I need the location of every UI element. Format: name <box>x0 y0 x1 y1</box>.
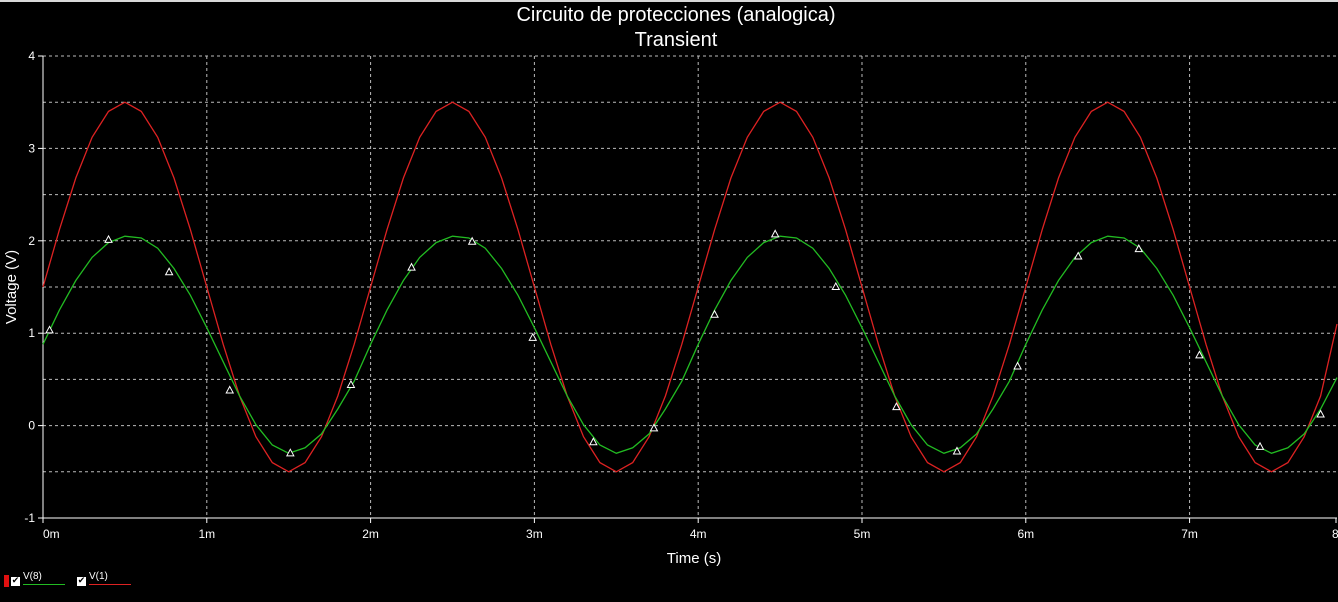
legend-label-v8: V(8) <box>23 571 42 582</box>
data-point-marker <box>589 437 598 446</box>
x-tick-label: 6m <box>1017 527 1034 541</box>
series-line-v8 <box>42 235 1338 455</box>
data-point-marker <box>1255 441 1265 450</box>
x-tick-label: 5m <box>854 527 871 541</box>
grid-lines <box>43 55 1337 518</box>
data-point-marker <box>952 446 962 455</box>
series-line-v1 <box>42 101 1338 473</box>
x-tick-label: 0m <box>43 527 60 541</box>
tick-labels: -1 0 1 2 3 4 0m 1m 2m 3m 4m 5m 6m 7m 8m <box>24 49 1338 541</box>
x-tick-label: 8m <box>1332 527 1338 541</box>
x-tick-label: 4m <box>690 527 707 541</box>
data-point-marker <box>1195 350 1204 359</box>
y-tick-label: -1 <box>24 511 35 525</box>
data-point-marker <box>164 267 174 276</box>
chart-subtitle: Transient <box>634 29 718 51</box>
data-point-marker <box>225 385 235 394</box>
data-point-marker <box>407 262 416 271</box>
chart-title: Circuito de protecciones (analogica) <box>516 4 836 26</box>
data-point-marker <box>649 423 659 432</box>
data-point-marker <box>1316 409 1325 418</box>
legend-checkbox-v1[interactable]: ✔ <box>77 576 86 586</box>
legend-swatch-v1 <box>89 584 131 585</box>
x-tick-label: 7m <box>1181 527 1198 541</box>
y-tick-label: 0 <box>28 419 35 433</box>
legend-swatch-v8 <box>23 584 65 585</box>
axes <box>38 55 1337 523</box>
active-trace-marker <box>4 575 9 587</box>
window-top-border <box>0 0 1338 2</box>
data-point-marker <box>285 448 295 457</box>
series-lines <box>42 101 1338 473</box>
data-point-marker <box>1073 251 1083 260</box>
data-point-marker <box>831 281 841 290</box>
x-axis-label: Time (s) <box>667 550 721 567</box>
series-markers <box>45 229 1325 457</box>
data-point-marker <box>770 229 780 238</box>
x-tick-label: 1m <box>198 527 215 541</box>
x-tick-label: 2m <box>362 527 379 541</box>
legend-item-v8[interactable]: ✔ V(8) <box>4 571 74 591</box>
data-point-marker <box>346 379 356 388</box>
data-point-marker <box>892 402 901 411</box>
legend-checkbox-v8[interactable]: ✔ <box>11 576 20 586</box>
data-point-marker <box>1013 361 1022 370</box>
data-point-marker <box>1134 244 1144 253</box>
data-point-marker <box>710 309 719 318</box>
legend-item-v1[interactable]: ✔ V(1) <box>75 571 135 591</box>
data-point-marker <box>104 234 113 243</box>
y-tick-label: 4 <box>28 49 35 63</box>
data-point-marker <box>45 325 54 334</box>
y-tick-label: 1 <box>28 326 35 340</box>
x-tick-label: 3m <box>526 527 543 541</box>
legend-label-v1: V(1) <box>89 571 108 582</box>
data-point-marker <box>467 236 477 245</box>
y-tick-label: 2 <box>28 234 35 248</box>
y-axis-label: Voltage (V) <box>3 250 20 324</box>
y-tick-label: 3 <box>28 141 35 155</box>
data-point-marker <box>528 332 538 341</box>
plot-area[interactable]: -1 0 1 2 3 4 0m 1m 2m 3m 4m 5m 6m 7m 8m Time (s) Volta… <box>0 0 1338 570</box>
